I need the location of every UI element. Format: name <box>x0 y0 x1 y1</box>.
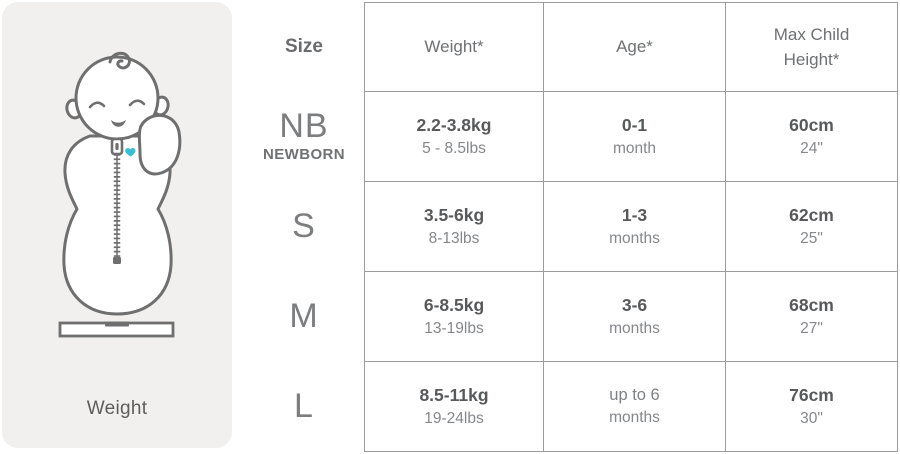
table-row-l: 8.5-11kg 19-24lbs up to 6 months 76cm 30" <box>364 361 898 452</box>
cell-age: 3-6 months <box>543 271 726 362</box>
size-column: Size NB NEWBORN S M L <box>248 2 360 451</box>
cell-weight: 2.2-3.8kg 5 - 8.5lbs <box>364 91 544 182</box>
baby-arm <box>137 114 182 176</box>
size-letter: L <box>294 387 314 425</box>
size-letter: NB <box>279 107 329 145</box>
swaddled-baby-illustration <box>58 51 182 338</box>
cell-age: 0-1 month <box>543 91 726 182</box>
size-sublabel: NEWBORN <box>263 146 345 163</box>
weight-panel-label: Weight <box>86 398 148 419</box>
weight-panel: Weight <box>2 2 232 448</box>
baby-eye-right <box>128 99 146 107</box>
baby-eye-left <box>88 101 106 109</box>
table-row-nb: 2.2-3.8kg 5 - 8.5lbs 0-1 month 60cm 24" <box>364 91 898 182</box>
size-label-l: L <box>248 361 360 451</box>
size-label-m: M <box>248 271 360 361</box>
column-header-age: Age* <box>543 2 726 92</box>
size-column-header: Size <box>284 35 324 57</box>
hair-curl <box>108 51 131 70</box>
zipper-stop <box>113 257 121 264</box>
cell-height: 76cm 30" <box>725 361 898 452</box>
cell-weight: 6-8.5kg 13-19lbs <box>364 271 544 362</box>
cell-height: 60cm 24" <box>725 91 898 182</box>
size-table: Weight* Age* Max Child Height* 2.2-3.8kg… <box>364 2 898 452</box>
table-row-s: 3.5-6kg 8-13lbs 1-3 months 62cm 25" <box>364 181 898 272</box>
cell-height: 62cm 25" <box>725 181 898 272</box>
column-header-max-height: Max Child Height* <box>725 2 898 92</box>
size-label-s: S <box>248 181 360 271</box>
size-letter: S <box>292 207 316 245</box>
cell-age: up to 6 months <box>543 361 726 452</box>
table-row-m: 6-8.5kg 13-19lbs 3-6 months 68cm 27" <box>364 271 898 362</box>
baby-mouth <box>111 120 126 127</box>
scale-display <box>105 321 129 327</box>
table-header-row: Weight* Age* Max Child Height* <box>364 2 898 92</box>
size-letter: M <box>289 297 319 335</box>
size-label-nb: NB NEWBORN <box>248 91 360 181</box>
cell-age: 1-3 months <box>543 181 726 272</box>
column-header-weight: Weight* <box>364 2 544 92</box>
cell-weight: 3.5-6kg 8-13lbs <box>364 181 544 272</box>
heart-icon <box>125 147 136 157</box>
cell-height: 68cm 27" <box>725 271 898 362</box>
cell-weight: 8.5-11kg 19-24lbs <box>364 361 544 452</box>
